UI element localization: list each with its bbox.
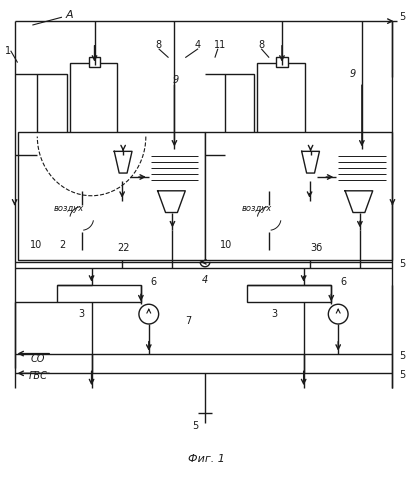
- Bar: [149, 150, 200, 191]
- Bar: [248, 284, 331, 302]
- Text: ГВС: ГВС: [28, 372, 47, 382]
- Text: 22: 22: [117, 243, 129, 253]
- Circle shape: [255, 204, 283, 232]
- Text: 10: 10: [220, 240, 232, 250]
- Text: 2: 2: [59, 240, 65, 250]
- Text: 4: 4: [195, 40, 201, 50]
- Text: 8: 8: [156, 40, 162, 50]
- Text: 9: 9: [172, 76, 178, 86]
- Text: А: А: [66, 10, 74, 20]
- Bar: [336, 150, 388, 191]
- Text: 1: 1: [5, 46, 11, 56]
- Text: 10: 10: [30, 240, 43, 250]
- Circle shape: [328, 304, 348, 324]
- Polygon shape: [302, 152, 319, 173]
- Bar: [205, 132, 393, 260]
- Text: 8: 8: [258, 40, 265, 50]
- Text: СО: СО: [30, 354, 45, 364]
- Text: 5: 5: [399, 350, 405, 360]
- Text: 7: 7: [185, 316, 191, 326]
- Text: 6: 6: [151, 276, 157, 286]
- Bar: [258, 62, 304, 156]
- Text: 5: 5: [399, 12, 405, 22]
- Bar: [37, 74, 67, 156]
- Text: 5: 5: [399, 370, 405, 380]
- Bar: [118, 173, 126, 181]
- Text: 6: 6: [340, 276, 346, 286]
- Text: 9: 9: [350, 70, 356, 80]
- Text: 5: 5: [192, 420, 198, 430]
- Text: Фиг. 1: Фиг. 1: [187, 454, 225, 464]
- Bar: [89, 56, 101, 66]
- Bar: [57, 284, 141, 302]
- Circle shape: [236, 154, 246, 164]
- Text: 3: 3: [79, 309, 85, 319]
- Text: 3: 3: [271, 309, 277, 319]
- Text: воздух: воздух: [54, 204, 84, 213]
- Text: 5: 5: [399, 259, 405, 269]
- Bar: [276, 56, 288, 66]
- Text: 4: 4: [202, 274, 208, 284]
- Circle shape: [139, 304, 159, 324]
- Circle shape: [49, 154, 59, 164]
- Bar: [306, 173, 314, 181]
- Circle shape: [274, 154, 284, 164]
- Bar: [39, 152, 114, 167]
- Polygon shape: [114, 152, 132, 173]
- Text: воздух: воздух: [241, 204, 272, 213]
- Text: 3б: 3б: [310, 243, 323, 253]
- Bar: [225, 74, 254, 156]
- Bar: [18, 132, 205, 260]
- Text: 11: 11: [214, 40, 226, 50]
- Bar: [70, 62, 117, 156]
- Circle shape: [68, 204, 96, 232]
- Circle shape: [87, 154, 96, 164]
- Bar: [227, 152, 302, 167]
